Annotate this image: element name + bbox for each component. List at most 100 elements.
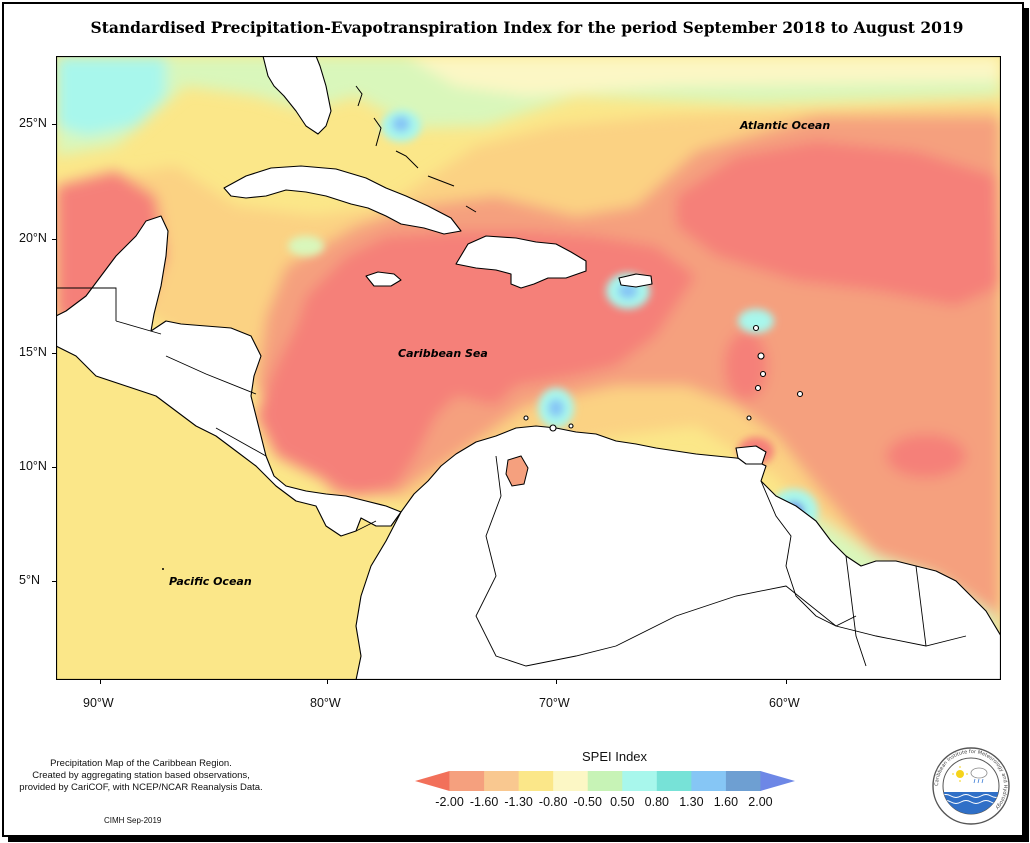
border-panama (355, 520, 377, 532)
legend-value-label: 2.00 (748, 795, 773, 809)
lake-maracaibo (505, 455, 529, 487)
land-cuba (223, 165, 462, 235)
land-antilles-2 (757, 352, 765, 360)
land-hispaniola (455, 235, 587, 289)
land-antilles-4 (754, 384, 762, 392)
land-south-america (355, 425, 1001, 680)
field-abc-core (548, 399, 564, 417)
land-barbados (796, 390, 804, 398)
land-florida (262, 56, 332, 135)
field-north-normal (406, 56, 1001, 96)
lat-tick-mark (52, 124, 56, 125)
field-bahamas-core (392, 116, 410, 132)
land-bahamas-3 (395, 150, 419, 169)
lon-tick-mark (100, 680, 101, 684)
land-bahamas-2 (373, 117, 382, 147)
label-atlantic: Atlantic Ocean (739, 119, 830, 132)
border-nicaragua (215, 427, 267, 457)
border-honduras (165, 355, 257, 395)
legend-swatch (553, 771, 589, 791)
legend-colorbar (415, 771, 795, 791)
field-east-extreme (886, 434, 966, 478)
lon-tick-mark (556, 680, 557, 684)
land-grenada (746, 415, 752, 421)
rain-icon (973, 778, 984, 784)
note-line-2: Created by aggregating station based obs… (32, 770, 250, 781)
map-notes: Precipitation Map of the Caribbean Regio… (6, 758, 276, 794)
lat-tick-label: 20°N (19, 231, 47, 245)
lat-tick-label: 5°N (19, 573, 40, 587)
legend-swatch (587, 771, 623, 791)
legend-swatch (449, 771, 485, 791)
lon-tick-label: 60°W (769, 696, 800, 710)
pacific-dot (162, 568, 164, 570)
legend-swatch (518, 771, 554, 791)
land-bahamas-5 (465, 205, 477, 213)
border-guatemala (115, 320, 162, 335)
legend-swatch (484, 771, 520, 791)
legend-value-label: -1.30 (504, 795, 533, 809)
lat-tick-label: 25°N (19, 116, 47, 130)
border-brazil (615, 585, 967, 647)
frame-shadow-right (1024, 8, 1029, 841)
lon-tick-mark (786, 680, 787, 684)
legend-swatch (656, 771, 692, 791)
field-leewards-wet (738, 309, 774, 333)
legend-arrow-right (760, 771, 795, 791)
land-puerto-rico (618, 273, 653, 288)
legend-swatch (622, 771, 658, 791)
lon-tick-label: 80°W (310, 696, 341, 710)
field-nw-wet (56, 56, 166, 136)
legend-value-label: -2.00 (435, 795, 464, 809)
wave-icon-2 (943, 800, 999, 804)
lat-tick-mark (52, 467, 56, 468)
legend-title: SPEI Index (582, 749, 648, 764)
border-venezuela-guyana (760, 480, 857, 627)
lat-tick-mark (52, 353, 56, 354)
sun-rays-icon (952, 766, 968, 782)
spei-map[interactable]: Atlantic Ocean Caribbean Sea Pacific Oce… (56, 56, 1001, 680)
field-atlantic-extreme (676, 141, 1001, 306)
map-title: Standardised Precipitation-Evapotranspir… (90, 18, 964, 37)
borders (56, 287, 967, 667)
map-border (56, 56, 1001, 680)
border-colombia-venezuela (475, 455, 617, 667)
border-suriname-guiana (915, 565, 927, 647)
legend-swatch (725, 771, 761, 791)
frame-shadow-bottom (8, 837, 1029, 842)
field-caribbean-extreme (256, 231, 696, 496)
bahamas (355, 85, 477, 213)
legend-swatch (691, 771, 727, 791)
wave-icon (943, 794, 999, 798)
land-bahamas-1 (355, 85, 363, 107)
logo-abbr: CIMH (961, 785, 982, 793)
lat-tick-mark (52, 581, 56, 582)
lon-tick-label: 90°W (83, 696, 114, 710)
lon-tick-mark (327, 680, 328, 684)
land-bahamas-4 (427, 175, 455, 187)
land-antilles-3 (759, 370, 767, 378)
legend-value-label: -0.50 (573, 795, 602, 809)
lat-tick-mark (52, 239, 56, 240)
credit: CIMH Sep-2019 (104, 816, 162, 825)
lon-tick-label: 70°W (539, 696, 570, 710)
land-bonaire (568, 423, 574, 429)
land (56, 56, 1001, 680)
land-central-america (56, 215, 402, 537)
land-curacao (549, 424, 557, 432)
field-belize-wet (288, 236, 324, 256)
note-line-1: Precipitation Map of the Caribbean Regio… (50, 758, 232, 769)
land-jamaica (365, 271, 402, 287)
legend-value-label: -1.60 (469, 795, 499, 809)
legend-arrow-left (415, 771, 450, 791)
legend-value-label: 0.80 (644, 795, 669, 809)
label-pacific: Pacific Ocean (169, 575, 252, 588)
cimh-logo: Caribbean Institute for Meteorology and … (932, 747, 1010, 825)
cloud-icon (970, 767, 988, 779)
legend-value-label: 0.50 (610, 795, 635, 809)
field-antilles-extreme (724, 331, 768, 401)
land-trinidad (735, 445, 767, 465)
sun-icon (956, 770, 964, 778)
lat-tick-label: 15°N (19, 345, 47, 359)
